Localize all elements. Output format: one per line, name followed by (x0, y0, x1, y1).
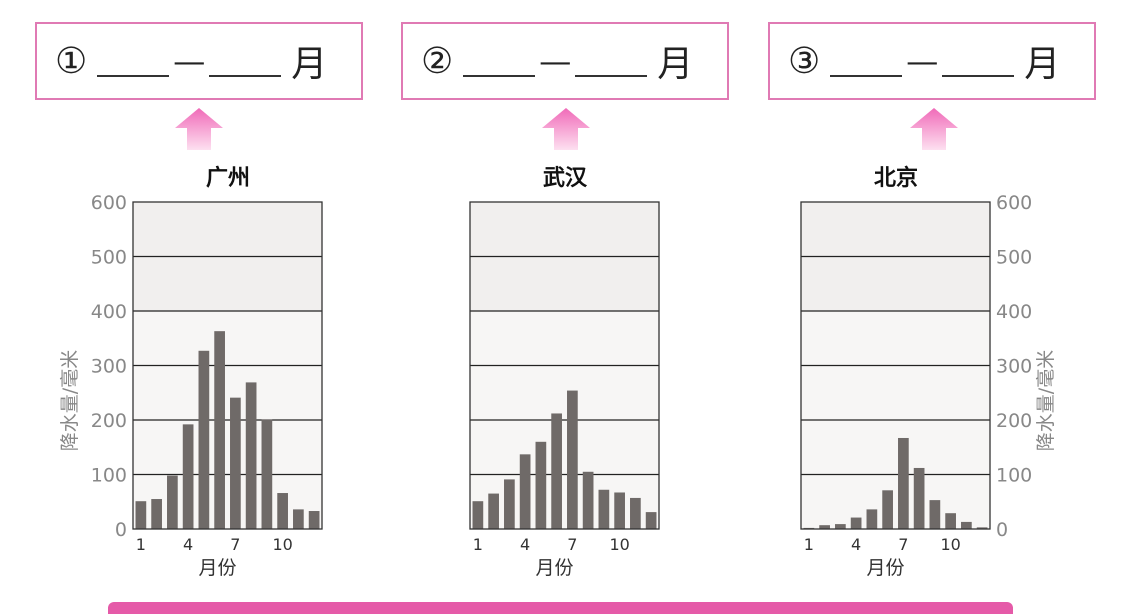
bar-month-8 (582, 471, 594, 529)
bar-month-3 (504, 479, 515, 529)
y-tick-label: 500 (996, 247, 1032, 269)
x-tick-label: 4 (183, 535, 193, 554)
up-arrow-icon (910, 108, 958, 150)
up-arrow-icon (175, 108, 223, 150)
x-tick-label: 10 (940, 535, 960, 554)
dash: — (906, 42, 939, 80)
plot-frame (132, 201, 323, 530)
plot-frame (800, 201, 991, 530)
y-tick-label: 300 (996, 356, 1032, 378)
end-month-blank[interactable] (942, 45, 1015, 77)
y-tick-label: 0 (115, 519, 127, 541)
dash: — (173, 42, 206, 80)
y-tick-label: 100 (91, 465, 127, 487)
bar-month-2 (488, 493, 499, 529)
x-axis-label: 月份 (198, 557, 236, 579)
dash: — (539, 42, 572, 80)
question-number: ② (421, 40, 454, 82)
bar-month-12 (645, 512, 657, 529)
plot-frame (469, 201, 660, 530)
month-unit: 月 (1024, 44, 1061, 85)
bar-month-8 (245, 382, 257, 529)
question-number: ③ (788, 40, 821, 82)
bar-month-10 (945, 513, 956, 529)
x-tick-label: 1 (136, 535, 146, 554)
x-tick-label: 4 (851, 535, 861, 554)
bar-month-5 (535, 441, 547, 529)
bar-month-9 (929, 500, 941, 529)
bar-month-9 (261, 419, 273, 529)
start-month-blank[interactable] (463, 45, 536, 77)
start-month-blank[interactable] (830, 45, 903, 77)
x-axis-label: 月份 (535, 557, 573, 579)
y-tick-label: 400 (91, 301, 127, 323)
question-number: ① (55, 40, 88, 82)
y-tick-label: 200 (996, 410, 1032, 432)
bar-month-3 (835, 524, 846, 529)
x-tick-label: 10 (609, 535, 629, 554)
y-tick-label: 400 (996, 301, 1032, 323)
x-tick-label: 1 (473, 535, 483, 554)
chart-title-guangzhou: 广州 (205, 166, 250, 191)
question-box-1: ① — 月 (35, 22, 363, 100)
bar-month-5 (198, 350, 210, 529)
question-box-3: ③ — 月 (768, 22, 1096, 100)
bar-month-7 (230, 397, 241, 529)
up-arrow-icon (542, 108, 590, 150)
question-box-2: ② — 月 (401, 22, 729, 100)
y-tick-label: 200 (91, 410, 127, 432)
y-tick-label: 0 (996, 519, 1008, 541)
end-month-blank[interactable] (209, 45, 282, 77)
bar-month-11 (961, 521, 972, 529)
chart-title-beijing: 北京 (873, 166, 918, 191)
end-month-blank[interactable] (575, 45, 648, 77)
bar-month-4 (519, 454, 531, 529)
bar-month-6 (882, 490, 893, 529)
bar-month-4 (182, 424, 194, 529)
y-tick-label: 100 (996, 465, 1032, 487)
bar-month-10 (277, 493, 288, 529)
start-month-blank[interactable] (97, 45, 170, 77)
x-tick-label: 7 (567, 535, 577, 554)
y-tick-label: 500 (91, 247, 127, 269)
x-tick-label: 1 (804, 535, 814, 554)
y-tick-label: 300 (91, 356, 127, 378)
y-axis-label: 降水量/毫米 (59, 350, 81, 451)
x-tick-label: 7 (898, 535, 908, 554)
month-unit: 月 (291, 44, 328, 85)
bar-month-5 (866, 509, 878, 529)
bar-month-3 (167, 475, 178, 529)
bar-month-10 (614, 492, 625, 529)
bar-month-11 (293, 509, 304, 529)
chart-title-wuhan: 武汉 (542, 166, 587, 191)
x-tick-label: 4 (520, 535, 530, 554)
bar-month-2 (151, 499, 162, 529)
bar-month-12 (308, 511, 320, 529)
y-tick-label: 600 (91, 192, 127, 214)
x-tick-label: 7 (230, 535, 240, 554)
bottom-decor-bar (108, 602, 1013, 614)
bar-month-2 (819, 525, 830, 529)
bar-month-11 (630, 497, 641, 529)
bar-month-6 (551, 413, 562, 529)
bar-month-12 (976, 527, 988, 529)
month-unit: 月 (657, 44, 694, 85)
y-axis-label: 降水量/毫米 (1035, 350, 1057, 451)
bar-month-1 (135, 501, 147, 529)
y-tick-label: 600 (996, 192, 1032, 214)
bar-month-7 (567, 390, 578, 529)
x-axis-label: 月份 (866, 557, 904, 579)
bar-month-9 (598, 489, 610, 529)
bar-month-7 (898, 437, 909, 529)
bar-month-6 (214, 331, 225, 529)
x-tick-label: 10 (272, 535, 292, 554)
bar-month-8 (913, 467, 925, 529)
bar-month-4 (850, 517, 862, 529)
bar-month-1 (472, 501, 484, 529)
